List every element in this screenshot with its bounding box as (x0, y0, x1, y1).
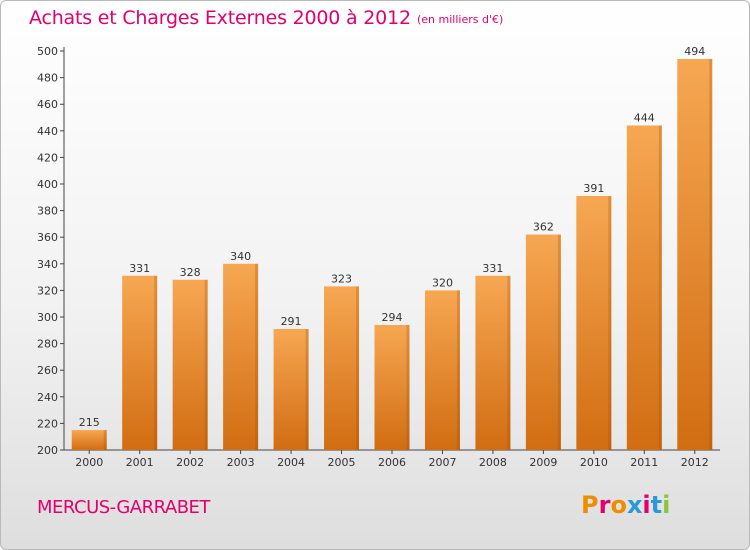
y-tick-label: 420 (37, 151, 58, 164)
y-tick-label: 480 (37, 72, 58, 85)
logo-letter: r (598, 491, 611, 519)
bar-shade (608, 195, 612, 450)
y-tick-label: 400 (37, 178, 58, 191)
x-tick-label-2004: 2004 (277, 456, 305, 469)
y-tick-label: 380 (37, 205, 58, 218)
y-tick-label: 260 (37, 364, 58, 377)
bar-shade (204, 279, 208, 450)
data-label-2008: 331 (482, 262, 503, 275)
x-tick-label-2000: 2000 (75, 456, 103, 469)
bar-2008[interactable] (475, 275, 511, 450)
data-label-2000: 215 (79, 416, 100, 429)
bar-2012[interactable] (677, 58, 713, 450)
x-tick-label-2007: 2007 (428, 456, 456, 469)
logo-letter: x (626, 491, 643, 519)
logo-letter: t (650, 491, 663, 519)
bar-shade (658, 125, 662, 450)
x-tick-label-2009: 2009 (529, 456, 557, 469)
logo-letter: P (581, 491, 599, 519)
bar-2001[interactable] (122, 275, 158, 450)
x-tick-label-2006: 2006 (378, 456, 406, 469)
data-label-2005: 323 (331, 272, 352, 285)
logo-letter: o (610, 491, 627, 519)
data-label-2009: 362 (533, 221, 554, 234)
bar-shade (557, 234, 561, 450)
x-tick-label-2002: 2002 (176, 456, 204, 469)
bar-shade (456, 290, 460, 450)
y-tick-label: 460 (37, 98, 58, 111)
y-tick-label: 220 (37, 417, 58, 430)
data-label-2011: 444 (634, 111, 655, 124)
chart-unit: (en milliers d'€) (417, 13, 504, 26)
x-tick-label-2008: 2008 (479, 456, 507, 469)
y-tick-label: 320 (37, 284, 58, 297)
y-tick-label: 240 (37, 391, 58, 404)
data-label-2010: 391 (583, 182, 604, 195)
bar-2007[interactable] (424, 290, 460, 450)
bar-2004[interactable] (273, 328, 309, 450)
y-tick-label: 360 (37, 231, 58, 244)
proxiti-logo[interactable]: Proxiti (581, 491, 670, 519)
bar-shade (709, 58, 713, 450)
bar-2006[interactable] (374, 324, 410, 450)
y-tick-label: 440 (37, 125, 58, 138)
bar-shade (305, 328, 309, 450)
y-tick-label: 200 (37, 444, 58, 457)
data-label-2007: 320 (432, 276, 453, 289)
data-label-2002: 328 (180, 266, 201, 279)
bar-shade (154, 275, 158, 450)
x-tick-label-2011: 2011 (630, 456, 658, 469)
bar-2000[interactable] (71, 430, 107, 450)
bar-2009[interactable] (525, 234, 561, 450)
bar-2011[interactable] (626, 125, 662, 450)
bar-shade (255, 263, 259, 450)
bar-2010[interactable] (576, 195, 612, 450)
bar-shade (406, 324, 410, 450)
data-label-2006: 294 (382, 311, 403, 324)
chart-title: Achats et Charges Externes 2000 à 2012 (29, 7, 411, 29)
data-label-2003: 340 (230, 250, 251, 263)
bar-shade (507, 275, 511, 450)
commune-name: MERCUS-GARRABET (37, 497, 210, 518)
y-tick-label: 280 (37, 338, 58, 351)
logo-letter: i (642, 491, 651, 519)
x-tick-label-2005: 2005 (328, 456, 356, 469)
bar-2002[interactable] (172, 279, 208, 450)
x-tick-label-2001: 2001 (126, 456, 154, 469)
bar-shade (356, 286, 360, 450)
x-tick-label-2010: 2010 (580, 456, 608, 469)
logo-letter: i (662, 491, 671, 519)
y-tick-label: 300 (37, 311, 58, 324)
y-tick-label: 500 (37, 45, 58, 58)
bar-shade (103, 430, 107, 450)
data-label-2001: 331 (129, 262, 150, 275)
x-tick-label-2003: 2003 (227, 456, 255, 469)
bar-2005[interactable] (324, 286, 360, 450)
data-label-2012: 494 (684, 45, 705, 58)
data-label-2004: 291 (281, 315, 302, 328)
x-tick-label-2012: 2012 (681, 456, 709, 469)
y-tick-label: 340 (37, 258, 58, 271)
bar-2003[interactable] (223, 263, 259, 450)
